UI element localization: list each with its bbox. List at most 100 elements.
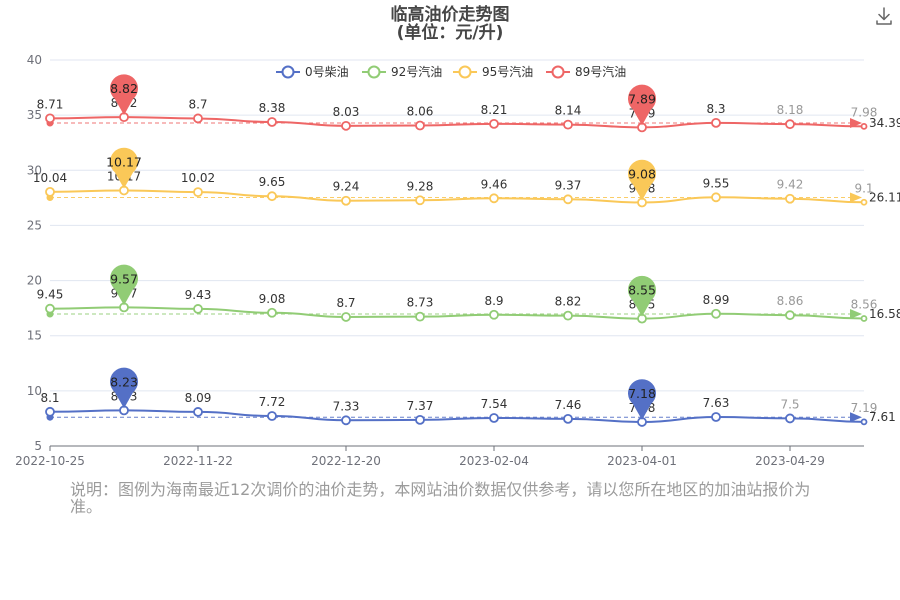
data-label: 9.42	[777, 178, 804, 192]
chart-subtitle: (单位：元/升)	[397, 22, 504, 43]
data-label: 7.63	[703, 396, 730, 410]
data-point	[45, 187, 55, 197]
legend: 0号柴油 92号汽油 95号汽油 89号汽油	[276, 64, 626, 79]
data-point	[785, 193, 795, 204]
data-point	[785, 310, 795, 321]
y-tick-label: 30	[27, 163, 42, 177]
data-label: 9.45	[37, 288, 64, 302]
y-tick-label: 35	[27, 108, 42, 122]
data-labels: 8.1 8.23 8.09 7.72 7.33 7.37 7.54 7.46 7.18 7.63 7…	[33, 96, 878, 415]
data-point	[267, 191, 277, 202]
legend-swatch-marker	[367, 65, 381, 79]
data-label: 9.37	[555, 178, 582, 192]
extreme-marker-pin	[110, 367, 138, 409]
data-label: 9.1	[854, 181, 873, 195]
y-tick-label: 5	[34, 439, 42, 453]
extreme-marker-label: 7.89	[628, 91, 656, 106]
legend-swatch-marker	[551, 65, 565, 79]
data-point	[563, 310, 573, 321]
data-label: 9.46	[481, 177, 508, 191]
chart-note: 说明：图例为海南最近12次调价的油价走势，本网站油价数据仅供参考，请以您所在地区…	[70, 480, 811, 516]
data-point	[711, 192, 721, 203]
data-point	[489, 118, 499, 129]
x-tick-label: 2022-10-25	[15, 454, 85, 468]
data-point	[563, 194, 573, 205]
data-point	[45, 113, 55, 124]
extreme-marker-pin	[628, 159, 657, 201]
legend-item-1[interactable]: 92号汽油	[362, 64, 442, 79]
data-label: 9.55	[703, 176, 730, 190]
data-label: 9.24	[333, 180, 360, 194]
data-point	[193, 304, 203, 314]
data-point	[860, 315, 868, 322]
data-point	[415, 414, 425, 425]
download-icon[interactable]	[872, 4, 896, 28]
legend-swatch-marker	[458, 65, 472, 79]
data-point	[563, 119, 573, 130]
data-point	[341, 312, 351, 322]
extreme-marker-pin	[110, 264, 138, 306]
series-line-0	[49, 409, 865, 423]
average-lines: 7.61 16.58 26.11 34.39	[46, 116, 900, 424]
extreme-marker-label: 10.17	[106, 154, 142, 169]
data-label: 8.14	[555, 104, 582, 118]
series-line-2	[49, 189, 865, 204]
x-tick-label: 2023-02-04	[459, 454, 529, 468]
data-point	[860, 418, 868, 426]
y-tick-label: 20	[27, 274, 42, 288]
data-point	[860, 122, 868, 130]
data-label: 8.03	[333, 105, 360, 119]
data-point	[711, 117, 721, 128]
data-point	[341, 195, 351, 206]
average-arrow-0	[850, 412, 862, 423]
legend-label: 89号汽油	[575, 64, 626, 79]
legend-item-3[interactable]: 89号汽油	[546, 64, 626, 79]
extreme-marker-pin	[628, 275, 657, 317]
data-point	[193, 113, 203, 124]
data-point	[267, 307, 277, 318]
data-label: 8.3	[706, 102, 725, 116]
data-label: 8.56	[851, 298, 878, 312]
extreme-markers: 8.23 7.18 9.57 8.55 10.17 9.08 8.82 7.89	[106, 74, 657, 420]
data-point	[711, 412, 721, 422]
data-label: 8.9	[484, 294, 503, 308]
data-point	[860, 198, 868, 206]
extreme-marker-pin	[110, 147, 139, 189]
data-label: 10.04	[33, 171, 67, 185]
data-point	[489, 309, 499, 320]
legend-item-2[interactable]: 95号汽油	[453, 64, 533, 79]
chart-title: 临高油价走势图	[391, 4, 510, 25]
axes: 5 10 15 20 25 30 35 40 2022-10-25 2022-11-22 2022-…	[15, 53, 864, 468]
data-label: 7.54	[481, 397, 508, 411]
x-tick-label: 2023-04-01	[607, 454, 677, 468]
legend-item-0[interactable]: 0号柴油	[276, 65, 349, 79]
x-tick-label: 2022-11-22	[163, 454, 233, 468]
data-point	[193, 407, 203, 417]
extreme-marker-label: 7.18	[628, 386, 656, 401]
data-label: 9.43	[185, 288, 212, 302]
data-label: 8.82	[555, 295, 582, 309]
data-label: 8.71	[37, 97, 64, 111]
x-tick-label: 2023-04-29	[755, 454, 825, 468]
data-label: 9.65	[259, 175, 286, 189]
data-label: 7.37	[407, 399, 434, 413]
data-label: 8.09	[185, 391, 212, 405]
data-label: 8.38	[259, 101, 286, 115]
data-point	[489, 413, 499, 423]
series-lines	[45, 112, 868, 427]
legend-swatch-marker	[281, 65, 295, 79]
grid-lines	[50, 59, 864, 392]
data-label: 8.21	[481, 103, 508, 117]
legend-label: 95号汽油	[482, 64, 533, 79]
data-point	[45, 406, 55, 417]
data-point	[341, 120, 351, 131]
data-point	[415, 311, 425, 322]
legend-label: 0号柴油	[305, 65, 349, 79]
data-label: 8.06	[407, 105, 434, 119]
x-tick-label: 2022-12-20	[311, 454, 381, 468]
data-point	[267, 411, 277, 421]
data-label: 7.33	[333, 399, 360, 413]
data-point	[341, 415, 351, 426]
extreme-marker-label: 8.82	[110, 81, 138, 96]
data-label: 8.1	[40, 391, 59, 405]
